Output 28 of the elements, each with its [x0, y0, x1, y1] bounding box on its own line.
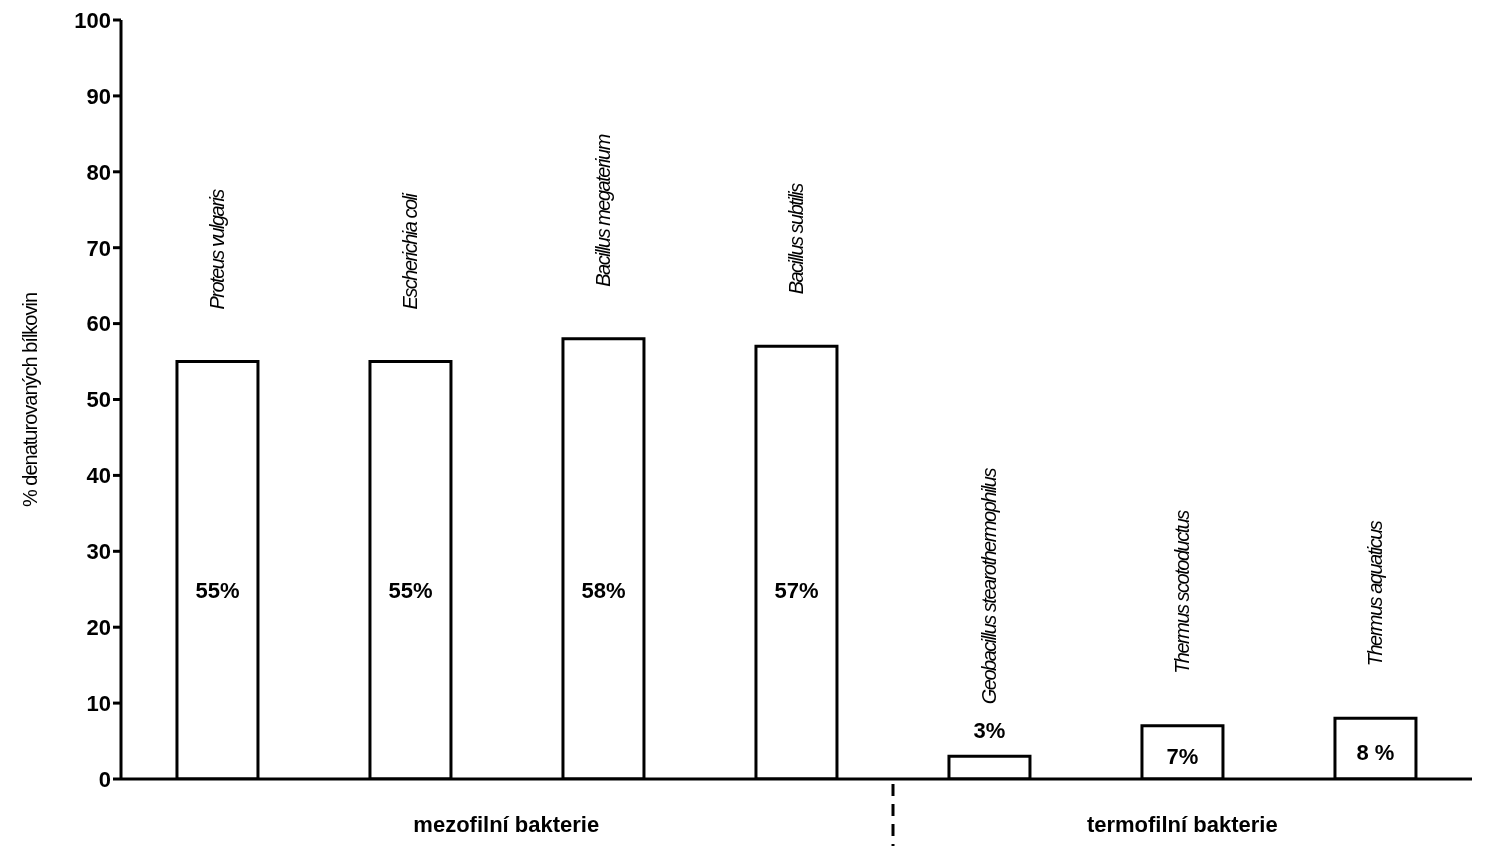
data-label: 55% — [388, 577, 433, 603]
x-tick-label: Proteus vulgaris — [206, 188, 229, 310]
data-label: 8 % — [1356, 740, 1395, 766]
x-tick-label: Geobacillus stearothermophilus — [978, 467, 1001, 705]
y-tick-label: 100 — [74, 7, 111, 33]
y-tick-label: 10 — [86, 690, 111, 716]
y-tick-label: 20 — [86, 615, 111, 641]
text: mezofilní bakterie — [413, 812, 600, 838]
y-axis-title: % denaturovaných bílkovin — [18, 292, 42, 508]
x-tick-label: Thermus aquaticus — [1364, 520, 1387, 667]
y-tick-label: 0 — [98, 766, 111, 792]
data-label: 7% — [1166, 744, 1199, 770]
x-tick-label: Bacillus subtilis — [785, 182, 808, 295]
x-tick-label: Thermus scotoductus — [1171, 509, 1194, 674]
y-tick-label: 90 — [86, 83, 111, 109]
y-tick-label: 40 — [86, 463, 111, 489]
y-tick-label: 50 — [86, 387, 111, 413]
data-label: 55% — [195, 577, 240, 603]
x-tick-label: Bacillus megaterium — [592, 134, 615, 287]
data-label: 3% — [973, 717, 1006, 743]
y-tick-label: 70 — [86, 235, 111, 261]
x-tick-label: Escherichia coli — [399, 192, 422, 310]
text: termofilní bakterie — [1086, 812, 1278, 838]
y-tick-label: 30 — [86, 539, 111, 565]
data-label: 58% — [581, 577, 626, 603]
y-tick-label: 60 — [86, 311, 111, 337]
y-tick-label: 80 — [86, 159, 111, 185]
data-label: 57% — [774, 577, 819, 603]
